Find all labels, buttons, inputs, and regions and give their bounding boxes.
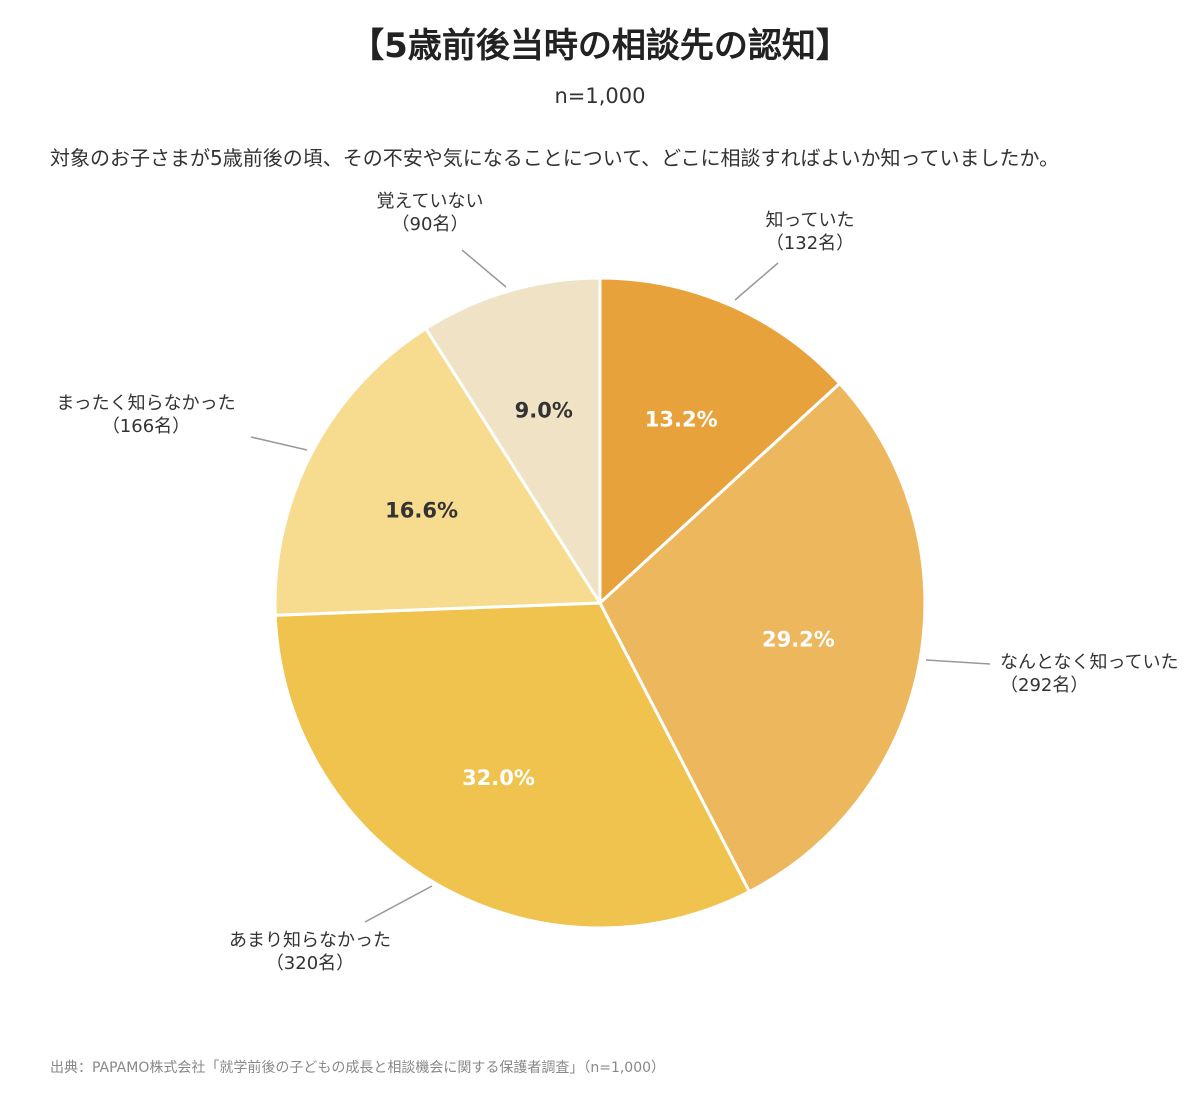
leader-line <box>925 659 991 665</box>
slice-category-label: なんとなく知っていた <box>1000 652 1179 673</box>
slice-count-label: （292名） <box>1000 675 1088 696</box>
slice-percent-label: 9.0% <box>515 399 573 423</box>
slice-count-label: （90名） <box>392 214 469 235</box>
source-note: 出典：PAPAMO株式会社「就学前後の子どもの成長と相談機会に関する保護者調査」… <box>50 1060 666 1076</box>
leader-line <box>364 885 433 923</box>
pie-slice <box>598 276 842 607</box>
slice-category-label: 覚えていない <box>376 191 483 212</box>
slice-category-label: あまり知らなかった <box>229 930 391 951</box>
leader-line <box>734 262 779 301</box>
slice-count-label: （166名） <box>102 416 190 437</box>
chart-title: 【5歳前後当時の相談先の認知】 <box>350 26 850 66</box>
sample-size: n=1,000 <box>554 84 646 108</box>
slice-percent-label: 13.2% <box>645 408 718 432</box>
slice-category-label: 知っていた <box>765 210 854 231</box>
pie-slice <box>273 326 603 617</box>
slice-percent-label: 29.2% <box>762 627 835 651</box>
slice-category-label: まったく知らなかった <box>56 393 235 414</box>
slice-count-label: （132名） <box>766 233 854 254</box>
slice-count-label: （320名） <box>266 953 354 974</box>
leader-line <box>461 249 507 288</box>
pie-slice <box>273 601 752 930</box>
slice-percent-label: 16.6% <box>385 498 458 522</box>
survey-question: 対象のお子さまが5歳前後の頃、その不安や気になることについて、どこに相談すればよ… <box>50 146 1060 170</box>
slice-percent-label: 32.0% <box>462 766 535 790</box>
pie-slice <box>423 276 602 609</box>
leader-line <box>250 436 308 451</box>
pie-slice <box>598 381 927 894</box>
